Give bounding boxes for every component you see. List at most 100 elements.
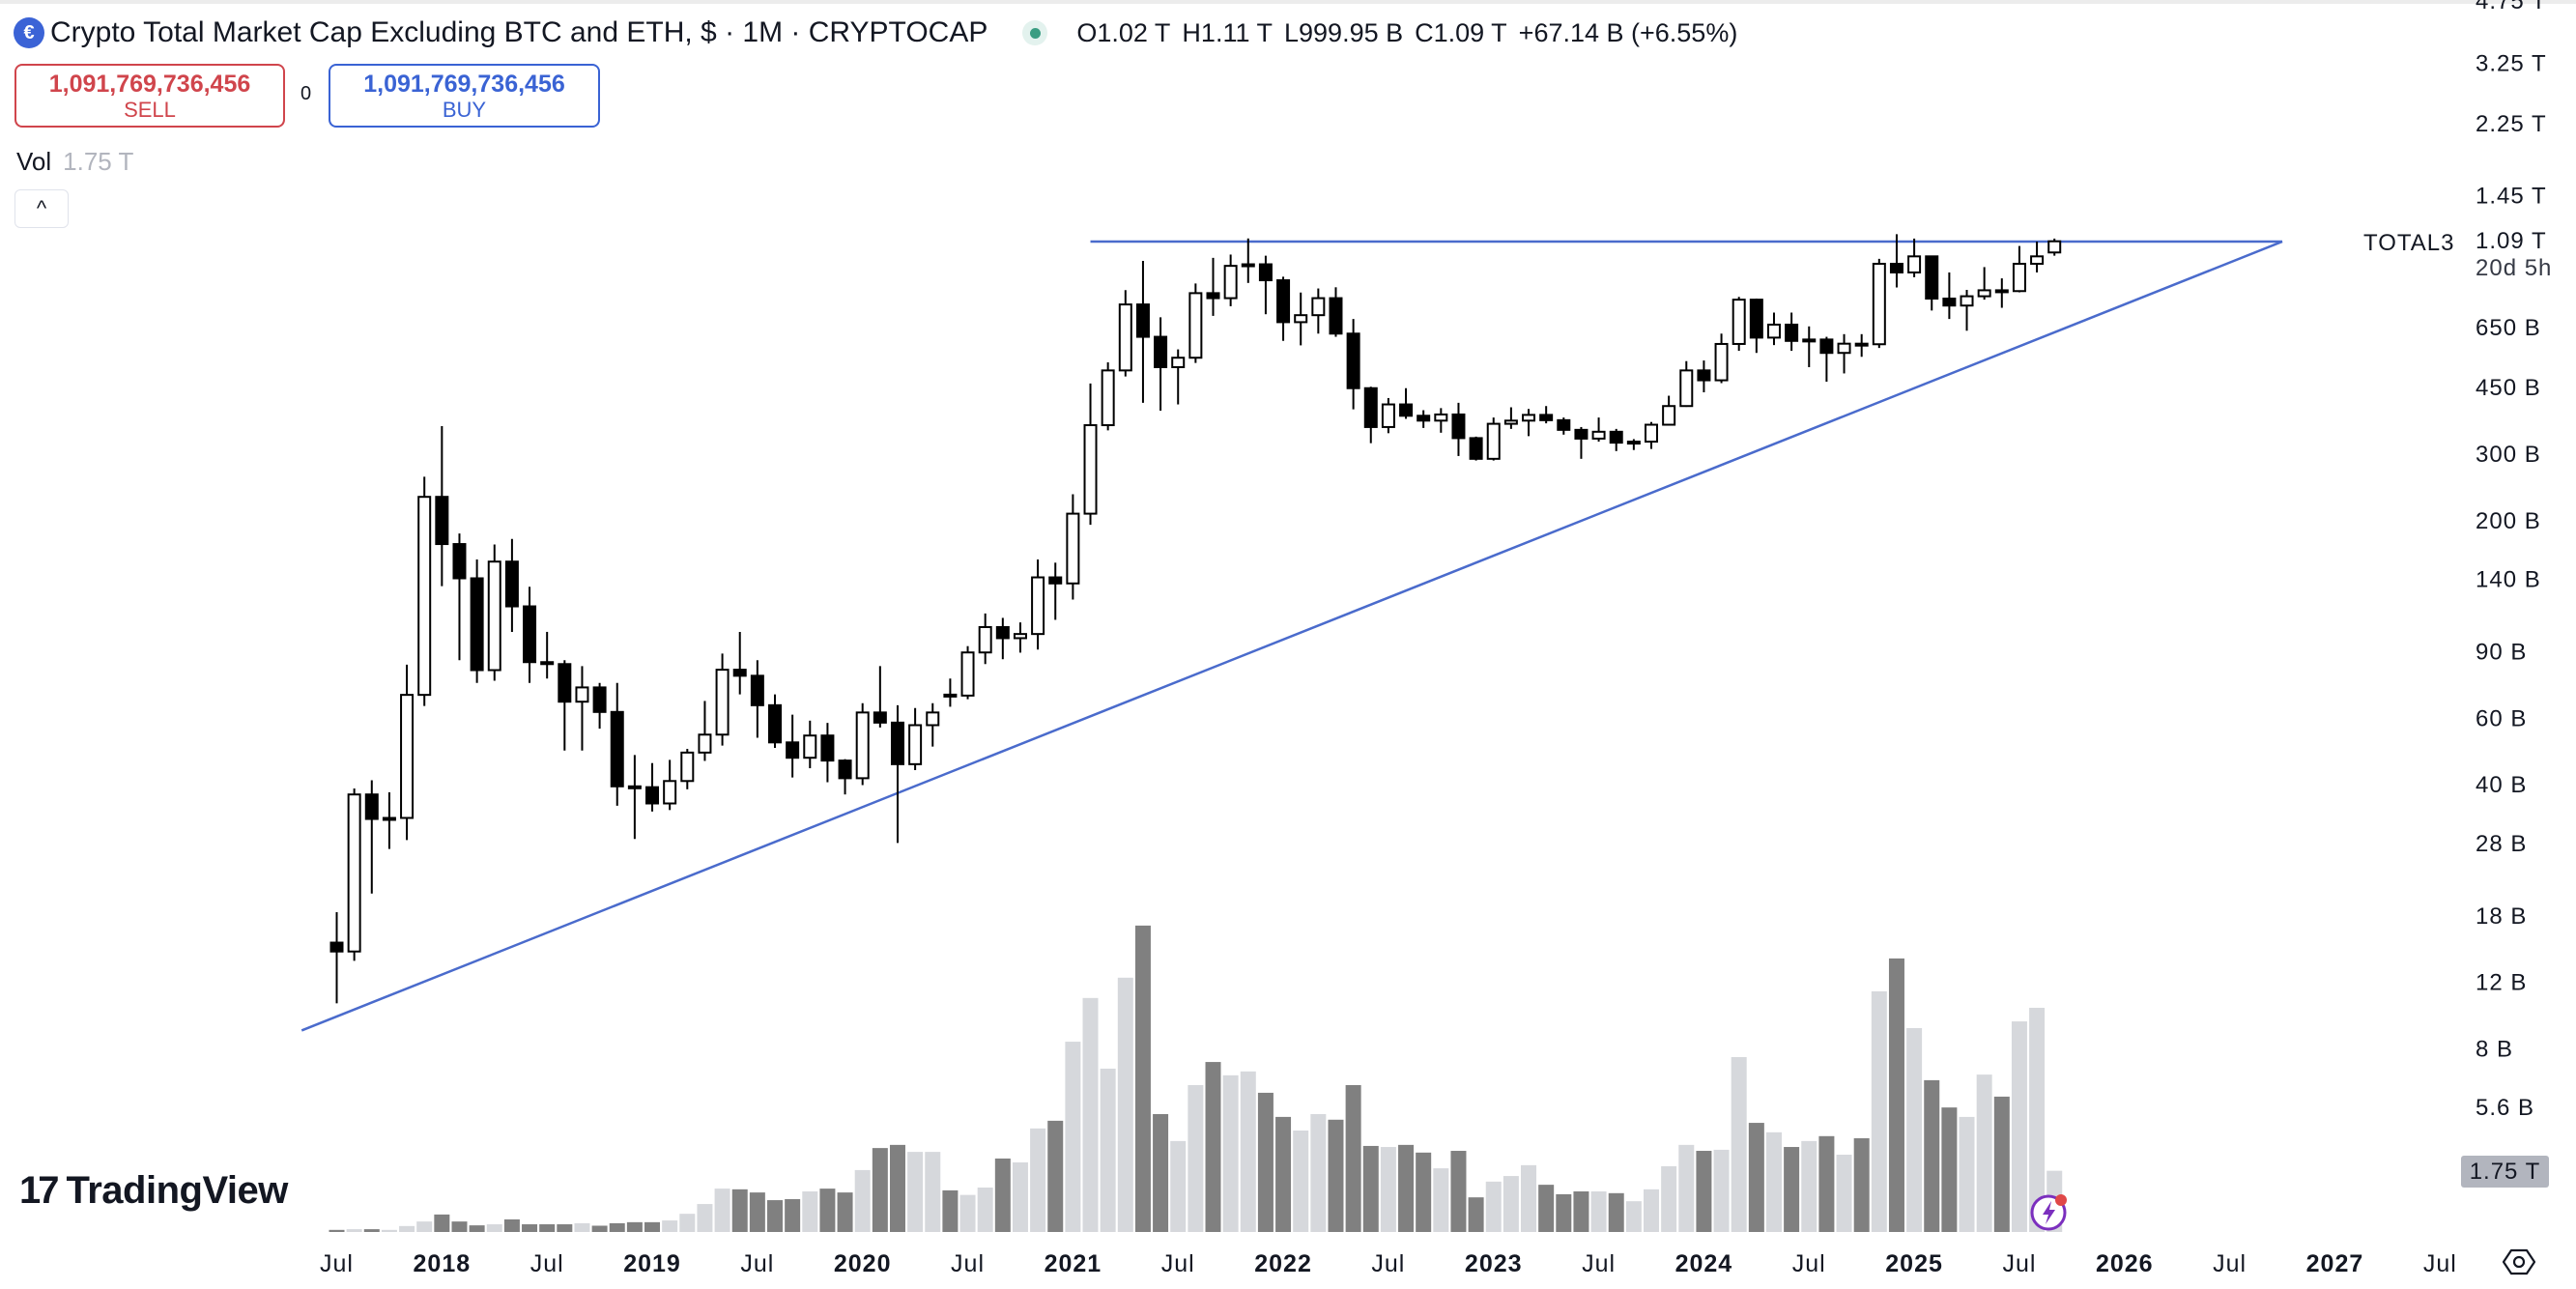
candle [1346, 319, 1360, 410]
volume-bar [872, 1148, 888, 1232]
volume-bar [1153, 1114, 1169, 1232]
price-axis-label: 90 B [2476, 640, 2527, 666]
candle [400, 664, 415, 841]
volume-bar [697, 1204, 713, 1232]
volume-bar [451, 1221, 468, 1232]
ohlc-close: C1.09 T [1415, 17, 1507, 47]
current-price-label: 1.09 T [2476, 228, 2547, 254]
candle [1048, 562, 1063, 620]
candle-body [873, 711, 887, 724]
volume-bar [942, 1189, 959, 1232]
price-axis-label: 40 B [2476, 772, 2527, 798]
candle [540, 631, 555, 679]
candle [627, 755, 642, 840]
ohlc-high: H1.11 T [1182, 17, 1273, 47]
ohlc-open: O1.02 T [1076, 17, 1171, 47]
time-axis-label: Jul [2002, 1250, 2036, 1277]
candle-body [610, 710, 624, 788]
candle-body [1101, 369, 1115, 427]
candle [558, 660, 572, 751]
candle-body [1206, 292, 1220, 300]
candle-body [1066, 512, 1080, 585]
price-axis-label: 140 B [2476, 566, 2541, 592]
gear-icon[interactable] [2503, 1246, 2535, 1278]
volume-bar [469, 1225, 485, 1232]
candle-body [926, 711, 940, 727]
candle [2012, 245, 2026, 293]
candle [382, 791, 396, 849]
candle-body [1925, 255, 1939, 301]
volume-bar [1731, 1057, 1747, 1232]
candle [1994, 278, 2009, 308]
time-axis-label: 2025 [1885, 1250, 1943, 1277]
candle [1960, 289, 1974, 331]
candle [1854, 333, 1869, 358]
market-status-icon[interactable] [1022, 20, 1048, 45]
collapse-legend-button[interactable]: ^ [14, 189, 69, 228]
volume-bar [1485, 1181, 1502, 1232]
price-axis-label: 200 B [2476, 508, 2541, 534]
chart-legend: € Crypto Total Market Cap Excluding BTC … [14, 14, 1737, 52]
candle-body [523, 605, 537, 664]
candle-body [715, 669, 730, 736]
volume-bar [1205, 1062, 1221, 1232]
candle [1241, 238, 1255, 283]
volume-bar [329, 1229, 345, 1232]
sell-button[interactable]: 1,091,769,736,456 SELL [14, 64, 285, 128]
candle [803, 720, 817, 769]
volume-bar [1100, 1068, 1116, 1232]
volume-bar [802, 1191, 818, 1232]
candle-body [978, 625, 992, 654]
time-axis-label: Jul [1161, 1250, 1195, 1277]
volume-legend[interactable]: Vol 1.75 T [16, 147, 133, 177]
volume-bar [1538, 1185, 1555, 1232]
candle [1697, 360, 1711, 392]
candle [1171, 349, 1186, 405]
drawings [301, 240, 2283, 1032]
candle-body [504, 560, 519, 608]
candle [2030, 242, 2045, 272]
candle [1925, 255, 1939, 311]
price-axis-label: 18 B [2476, 903, 2527, 930]
volume-bar [346, 1229, 362, 1232]
volume-bar [522, 1224, 538, 1232]
volume-bar [1644, 1189, 1659, 1232]
volume-bar [1134, 925, 1151, 1232]
time-axis-label: Jul [2423, 1250, 2457, 1277]
time-axis-label: Jul [2213, 1250, 2247, 1277]
candle [978, 613, 992, 665]
chart-title[interactable]: Crypto Total Market Cap Excluding BTC an… [50, 16, 988, 48]
candle-body [698, 733, 712, 754]
volume-bar [1556, 1193, 1572, 1232]
candle [1276, 276, 1291, 341]
candle-body [960, 651, 975, 697]
candle-body [750, 674, 764, 706]
candle [1311, 288, 1326, 334]
volume-bar [1275, 1116, 1292, 1232]
time-axis-label: 2021 [1045, 1250, 1102, 1277]
lightning-icon[interactable] [2029, 1189, 2072, 1232]
candles [329, 234, 2062, 1004]
candle-body [943, 693, 958, 698]
candle [715, 653, 730, 746]
volume-bar [626, 1221, 643, 1232]
candle-body [1662, 405, 1676, 426]
time-axis-label: Jul [530, 1250, 564, 1277]
candle [504, 538, 519, 632]
volume-bar [1222, 1074, 1239, 1232]
buy-button[interactable]: 1,091,769,736,456 BUY [329, 64, 600, 128]
candle [1154, 317, 1168, 411]
time-axis-label: 2026 [2096, 1250, 2154, 1277]
candle [1417, 410, 1431, 428]
candle-body [540, 661, 555, 666]
candle-body [558, 663, 572, 703]
candle-body [680, 751, 695, 783]
candle [1977, 267, 1991, 301]
tradingview-logo[interactable]: 17 TradingView [19, 1169, 288, 1213]
candle-body [1732, 299, 1746, 345]
candle [1889, 234, 1903, 288]
price-axis-label: 2.25 T [2476, 111, 2547, 137]
volume-bar [434, 1214, 450, 1232]
candle [417, 476, 432, 706]
